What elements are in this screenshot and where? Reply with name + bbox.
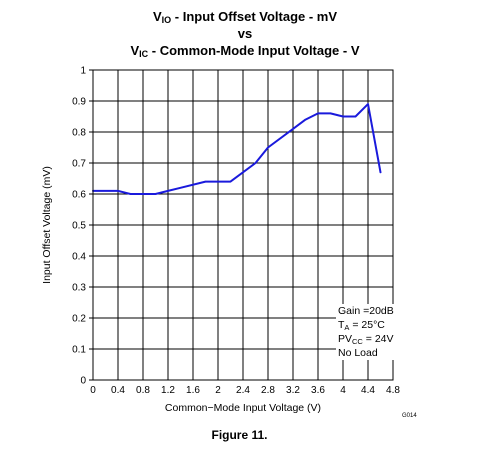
figure-code: G014 bbox=[402, 413, 417, 419]
figure-caption: Figure 11. bbox=[211, 428, 268, 442]
y-tick-labels: 0 0.1 0.2 0.3 0.4 0.5 0.6 0.7 0.8 0.9 1 bbox=[72, 66, 86, 387]
x-tick-label: 4.8 bbox=[386, 385, 400, 396]
x-tick-labels: 0 0.4 0.8 1.2 1.6 2 2.4 2.8 3.2 3.6 4 4.4 4.8 bbox=[90, 385, 400, 396]
annotation-supply: PVCC = 24V bbox=[338, 333, 394, 346]
y-axis-label: Input Offset Voltage (mV) bbox=[41, 166, 53, 284]
y-tick-label: 0.2 bbox=[72, 314, 86, 325]
x-tick-label: 3.2 bbox=[286, 385, 300, 396]
x-tick-label: 4 bbox=[340, 385, 346, 396]
x-tick-label: 4.4 bbox=[361, 385, 375, 396]
x-tick-label: 2 bbox=[215, 385, 221, 396]
grid-lines bbox=[89, 69, 394, 381]
y-tick-label: 0.7 bbox=[72, 159, 86, 170]
title-line-3: VIC - Common-Mode Input Voltage - V bbox=[130, 43, 360, 59]
title-line-2: vs bbox=[237, 26, 253, 41]
y-tick-label: 0.3 bbox=[72, 283, 86, 294]
line-chart: 0 0.4 0.8 1.2 1.6 2 2.4 2.8 3.2 3.6 4 4.4 4.8 0 0.1 0.… bbox=[41, 66, 400, 415]
y-tick-label: 0.8 bbox=[72, 128, 86, 139]
chart-title: VIO - Input Offset Voltage - mV vs VIC -… bbox=[60, 8, 430, 59]
title-line-1: VIO - Input Offset Voltage - mV bbox=[152, 9, 338, 25]
x-tick-label: 2.8 bbox=[261, 385, 275, 396]
y-tick-label: 0.5 bbox=[72, 221, 86, 232]
x-tick-label: 0.4 bbox=[111, 385, 125, 396]
y-tick-label: 0.4 bbox=[72, 252, 86, 263]
plot-frame bbox=[92, 69, 394, 381]
x-tick-label: 0.8 bbox=[136, 385, 150, 396]
x-tick-label: 0 bbox=[90, 385, 96, 396]
annotation-gain: Gain =20dB bbox=[338, 305, 394, 317]
y-tick-label: 0.1 bbox=[72, 345, 86, 356]
series-group bbox=[92, 103, 382, 195]
test-conditions-note: Gain =20dB TA = 25°C PVCC = 24V No Load bbox=[336, 304, 396, 360]
x-tick-label: 3.6 bbox=[311, 385, 325, 396]
x-axis-label: Common−Mode Input Voltage (V) bbox=[165, 402, 321, 414]
x-tick-label: 1.6 bbox=[186, 385, 200, 396]
y-tick-label: 0.6 bbox=[72, 190, 86, 201]
y-tick-label: 0 bbox=[80, 376, 86, 387]
series-line bbox=[92, 103, 382, 195]
x-tick-label: 1.2 bbox=[161, 385, 175, 396]
annotation-load: No Load bbox=[338, 347, 378, 359]
y-tick-label: 1 bbox=[80, 66, 86, 77]
y-tick-label: 0.9 bbox=[72, 97, 86, 108]
x-tick-label: 2.4 bbox=[236, 385, 250, 396]
annotation-temperature: TA = 25°C bbox=[338, 319, 385, 332]
